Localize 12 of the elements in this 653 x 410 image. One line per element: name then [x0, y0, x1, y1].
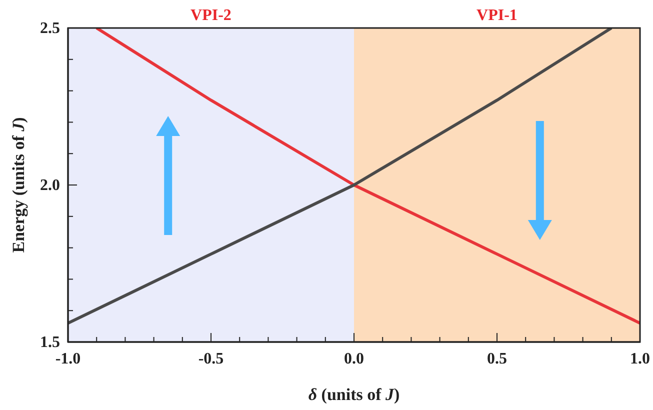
y-tick-label: 2.0 — [40, 177, 60, 194]
y-axis-title: Energy (units of J) — [9, 117, 28, 253]
x-tick-label: -1.0 — [55, 350, 81, 368]
y-tick-label: 2.5 — [40, 20, 60, 38]
x-tick-label: 1.0 — [630, 350, 650, 368]
y-tick-label: 1.5 — [40, 334, 60, 352]
x-tick-label: -0.5 — [198, 350, 224, 368]
x-axis-title: δ (units of J) — [308, 385, 400, 404]
x-tick-label: 0.5 — [487, 350, 507, 368]
band-label: VPI-1 — [476, 7, 518, 24]
x-tick-label: 0.0 — [344, 350, 364, 368]
band-label: VPI-2 — [190, 7, 232, 24]
